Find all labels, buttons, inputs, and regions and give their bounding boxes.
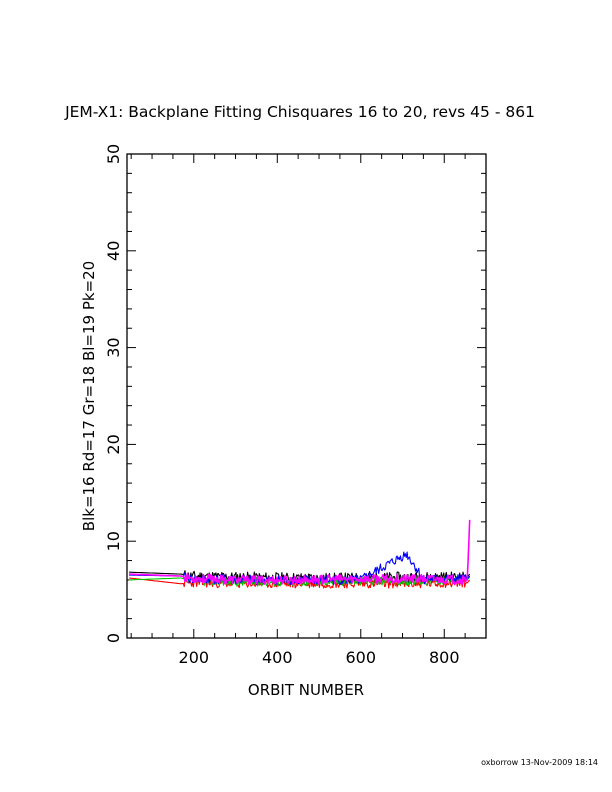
- x-axis-label: ORBIT NUMBER: [248, 681, 364, 699]
- x-tick-label: 600: [345, 648, 376, 667]
- x-tick-label: 800: [429, 648, 460, 667]
- y-axis-label: Blk=16 Rd=17 Gr=18 Bl=19 Pk=20: [80, 261, 98, 531]
- ticks: [127, 153, 487, 639]
- series-group: [129, 519, 471, 589]
- y-tick-label: 40: [104, 241, 123, 261]
- tick-labels: 200 400 600 800 0 10 20 30 40 50: [104, 144, 460, 667]
- chart-title: JEM-X1: Backplane Fitting Chisquares 16 …: [64, 103, 535, 121]
- y-tick-label: 50: [104, 144, 123, 164]
- y-tick-label: 30: [104, 337, 123, 357]
- y-tick-label: 10: [104, 531, 123, 551]
- y-tick-label: 0: [104, 633, 123, 643]
- x-tick-label: 200: [179, 648, 210, 667]
- series-line-4: [129, 519, 471, 585]
- x-tick-label: 400: [262, 648, 293, 667]
- y-tick-label: 20: [104, 434, 123, 454]
- footer-credit: oxborrow 13-Nov-2009 18:14: [481, 758, 598, 767]
- plot-frame: [126, 153, 487, 639]
